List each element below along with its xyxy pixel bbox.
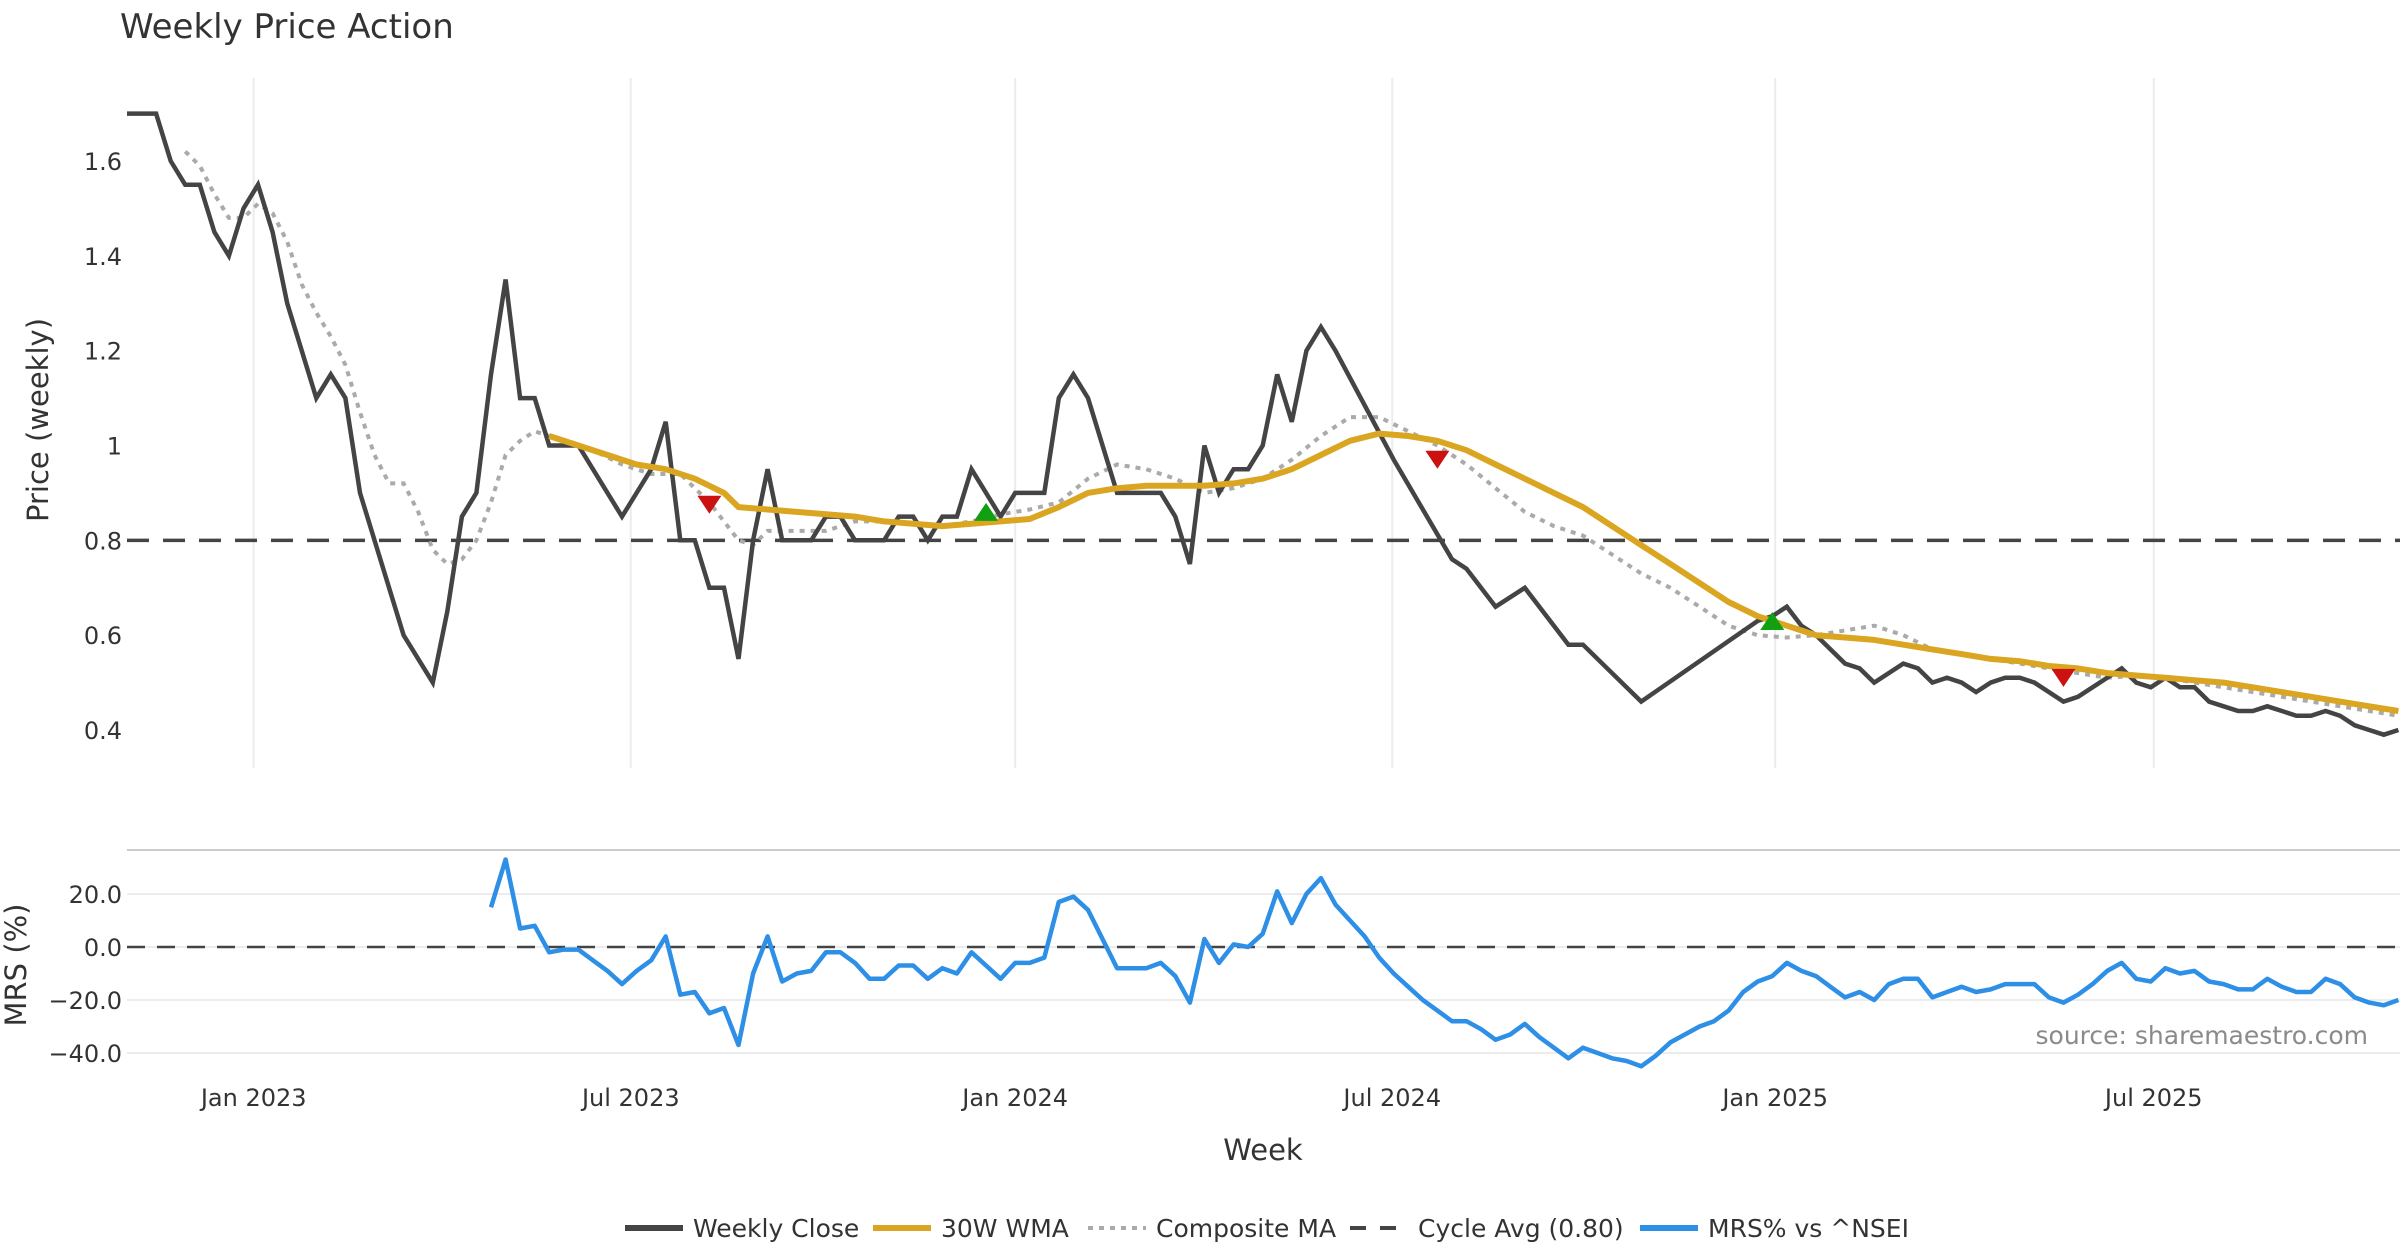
signals-layer	[697, 450, 2076, 687]
price-y-axis-label: Price (weekly)	[21, 318, 55, 522]
x-ticks: Jan 2023 Jul 2023 Jan 2024 Jul 2024 Jan 2025…	[199, 1084, 2203, 1112]
price-y-tick-label: 0.6	[84, 622, 122, 650]
series-layer	[127, 111, 2400, 1069]
price-y-ticks: 0.4 0.6 0.8 1 1.2 1.4 1.6	[84, 148, 122, 745]
legend-item-label: Cycle Avg (0.80)	[1418, 1214, 1624, 1243]
legend-item-label: 30W WMA	[941, 1214, 1069, 1243]
sell-signal-marker	[2051, 668, 2076, 687]
price-y-tick-label: 1	[107, 433, 122, 461]
x-tick-label: Jul 2023	[580, 1084, 680, 1112]
legend-item-label: MRS% vs ^NSEI	[1708, 1214, 1909, 1243]
composite-ma-line	[183, 150, 2399, 718]
price-y-tick-label: 1.4	[84, 243, 122, 271]
x-tick-label: Jan 2024	[960, 1084, 1068, 1112]
x-tick-label: Jan 2023	[199, 1084, 307, 1112]
mrs-y-tick-label: −40.0	[48, 1040, 122, 1068]
legend-item-label: Weekly Close	[693, 1214, 859, 1243]
price-y-tick-label: 0.8	[84, 527, 122, 555]
price-y-tick-label: 0.4	[84, 717, 122, 745]
x-tick-label: Jul 2024	[1341, 1084, 1441, 1112]
buy-signal-marker	[974, 502, 999, 521]
x-axis-label: Week	[1223, 1133, 1303, 1167]
price-y-tick-label: 1.6	[84, 148, 122, 176]
mrs-y-axis-label: MRS (%)	[0, 904, 33, 1027]
x-tick-label: Jan 2025	[1720, 1084, 1828, 1112]
price-y-tick-label: 1.2	[84, 338, 122, 366]
weekly-close-line	[127, 111, 2400, 738]
wma-30w-line	[548, 430, 2399, 714]
legend-item-label: Composite MA	[1156, 1214, 1336, 1243]
mrs-line	[488, 857, 2400, 1069]
mrs-y-tick-label: 0.0	[84, 934, 122, 962]
x-tick-label: Jul 2025	[2103, 1084, 2203, 1112]
price-gridlines	[252, 78, 2155, 768]
mrs-y-ticks: 20.0 0.0 −20.0 −40.0	[48, 881, 122, 1068]
source-annotation: source: sharemaestro.com	[2036, 1021, 2369, 1050]
mrs-y-tick-label: 20.0	[69, 881, 122, 909]
buy-signal-marker	[1760, 611, 1785, 630]
sell-signal-marker	[1425, 450, 1450, 469]
sell-signal-marker	[697, 495, 722, 514]
legend: Weekly Close 30W WMA Composite MA Cycle Avg…	[625, 1214, 1909, 1243]
chart-title: Weekly Price Action	[120, 7, 454, 47]
mrs-y-tick-label: −20.0	[48, 987, 122, 1015]
